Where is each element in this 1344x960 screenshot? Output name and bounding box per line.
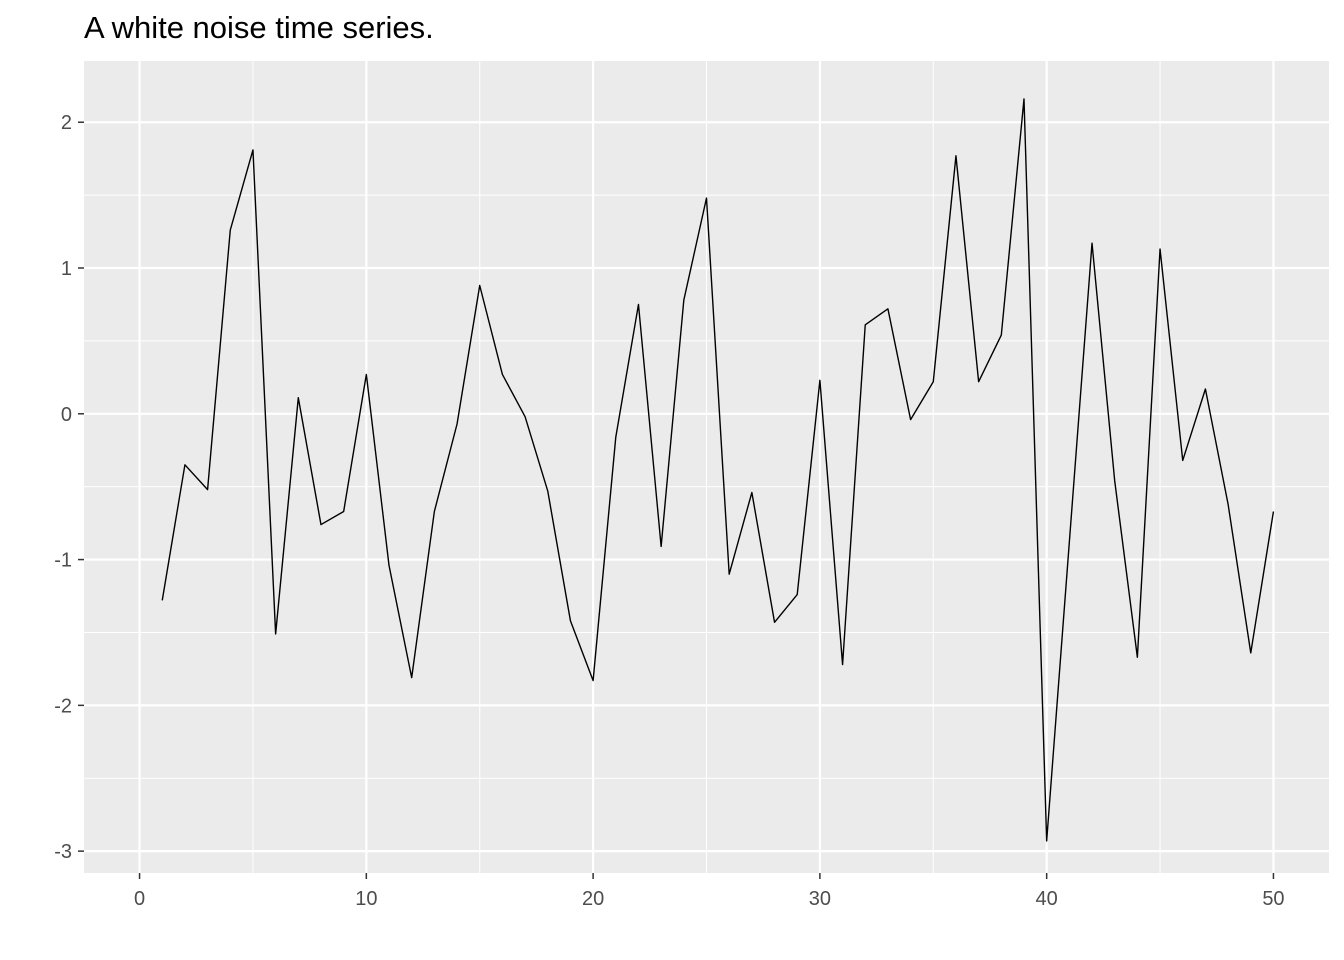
x-tick-label: 40: [1036, 888, 1058, 910]
x-tick-label: 0: [134, 888, 145, 910]
x-tick-label: 10: [355, 888, 377, 910]
minor-gridlines: [84, 61, 1329, 873]
y-tick-label: 0: [61, 404, 72, 426]
x-tick-label: 50: [1262, 888, 1284, 910]
y-axis: -3 -2 -1 0 1 2: [54, 112, 84, 863]
y-tick-label: 1: [61, 258, 72, 280]
y-tick-label: -2: [54, 695, 72, 717]
y-tick-label: -3: [54, 841, 72, 863]
major-gridlines: [84, 61, 1329, 873]
y-tick-label: 2: [61, 112, 72, 134]
y-tick-label: -1: [54, 550, 72, 572]
x-tick-label: 30: [809, 888, 831, 910]
chart-title: A white noise time series.: [84, 10, 434, 45]
x-tick-label: 20: [582, 888, 604, 910]
series-line: [161, 98, 1275, 842]
x-axis: 0 10 20 30 40 50: [134, 873, 1285, 910]
